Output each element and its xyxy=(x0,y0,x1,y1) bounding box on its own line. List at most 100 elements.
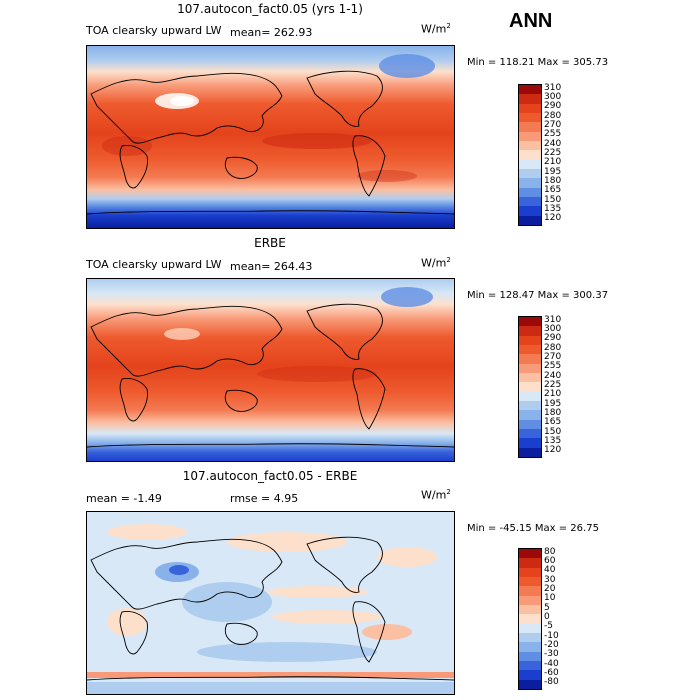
colorbar-tick-label: -5 xyxy=(544,621,553,632)
panel3-rmse: rmse = 4.95 xyxy=(230,492,299,505)
panel2-coastlines xyxy=(87,303,454,448)
colorbar-tick-label: 280 xyxy=(544,110,562,121)
panel3-map xyxy=(86,511,455,695)
colorbar-swatch xyxy=(519,113,541,123)
colorbar-tick-label: 290 xyxy=(544,333,562,344)
colorbar-tick-label: 5 xyxy=(544,602,550,613)
colorbar-swatch xyxy=(519,567,541,578)
colorbar-tick-label: -60 xyxy=(544,668,559,678)
colorbar-swatch xyxy=(519,661,541,671)
colorbar-tick-label: 165 xyxy=(544,417,562,428)
colorbar-swatch xyxy=(519,326,541,337)
colorbar-swatch xyxy=(519,122,541,133)
panel2-map xyxy=(86,278,455,462)
colorbar-tick-label: 80 xyxy=(544,546,556,557)
colorbar-swatch xyxy=(519,187,541,198)
colorbar-swatch xyxy=(519,549,541,559)
colorbar-tick-label: -10 xyxy=(544,630,559,641)
colorbar-tick-label: 120 xyxy=(544,213,562,224)
colorbar-tick-label: 10 xyxy=(544,593,556,604)
colorbar-swatch xyxy=(519,605,541,615)
colorbar-swatch xyxy=(519,382,541,393)
panel1-colorbar xyxy=(518,84,542,226)
colorbar-swatch xyxy=(519,206,541,217)
panel3-units: W/m2 xyxy=(421,488,451,502)
colorbar-tick-label: 270 xyxy=(544,352,562,362)
colorbar-swatch xyxy=(519,131,541,142)
colorbar-tick-label: 270 xyxy=(544,120,562,130)
colorbar-swatch xyxy=(519,633,541,643)
colorbar-swatch xyxy=(519,373,541,383)
colorbar-tick-label: 60 xyxy=(544,556,556,566)
colorbar-swatch xyxy=(519,558,541,569)
season-label: ANN xyxy=(509,10,553,32)
panel2-title: ERBE xyxy=(254,236,286,250)
panel1-map xyxy=(86,45,455,229)
colorbar-swatch xyxy=(519,178,541,189)
panel2-minmax: Min = 128.47 Max = 300.37 xyxy=(467,290,609,301)
colorbar-tick-label: 150 xyxy=(544,194,562,205)
colorbar-swatch xyxy=(519,363,541,374)
colorbar-tick-label: 135 xyxy=(544,436,562,446)
colorbar-swatch xyxy=(519,103,541,114)
colorbar-swatch xyxy=(519,586,541,597)
colorbar-tick-label: -80 xyxy=(544,677,559,688)
colorbar-swatch xyxy=(519,317,541,327)
colorbar-tick-label: 255 xyxy=(544,361,562,372)
colorbar-tick-label: 135 xyxy=(544,204,562,214)
panel1-minmax: Min = 118.21 Max = 305.73 xyxy=(467,57,609,68)
colorbar-swatch xyxy=(519,577,541,587)
colorbar-swatch xyxy=(519,670,541,681)
colorbar-swatch xyxy=(519,197,541,207)
colorbar-swatch xyxy=(519,141,541,151)
colorbar-tick-label: 150 xyxy=(544,426,562,437)
colorbar-tick-label: 210 xyxy=(544,157,562,168)
colorbar-tick-label: -40 xyxy=(544,658,559,669)
colorbar-tick-label: 180 xyxy=(544,176,562,186)
colorbar-swatch xyxy=(519,391,541,402)
colorbar-tick-label: 310 xyxy=(544,314,562,325)
colorbar-swatch xyxy=(519,438,541,449)
panel3-mean: mean = -1.49 xyxy=(86,492,162,505)
colorbar-tick-label: 180 xyxy=(544,408,562,418)
panel1-subtitle: TOA clearsky upward LW xyxy=(86,24,222,37)
colorbar-swatch xyxy=(519,679,541,690)
colorbar-tick-label: 120 xyxy=(544,445,562,456)
colorbar-swatch xyxy=(519,595,541,606)
colorbar-swatch xyxy=(519,429,541,439)
colorbar-swatch xyxy=(519,642,541,653)
colorbar-swatch xyxy=(519,85,541,95)
colorbar-swatch xyxy=(519,354,541,365)
colorbar-swatch xyxy=(519,169,541,179)
colorbar-tick-label: 255 xyxy=(544,129,562,140)
colorbar-tick-label: 240 xyxy=(544,370,562,381)
colorbar-swatch xyxy=(519,345,541,355)
panel2-field xyxy=(87,279,454,461)
colorbar-tick-label: 225 xyxy=(544,380,562,390)
colorbar-swatch xyxy=(519,614,541,625)
colorbar-swatch xyxy=(519,215,541,226)
colorbar-swatch xyxy=(519,419,541,430)
colorbar-swatch xyxy=(519,401,541,411)
colorbar-swatch xyxy=(519,335,541,346)
colorbar-tick-label: 20 xyxy=(544,584,556,594)
panel3-coastlines xyxy=(87,536,454,681)
panel1-mean: mean= 262.93 xyxy=(230,26,313,39)
panel3-colorbar xyxy=(518,548,542,690)
panel2-units: W/m2 xyxy=(421,256,451,270)
colorbar-swatch xyxy=(519,447,541,458)
panel3-title: 107.autocon_fact0.05 - ERBE xyxy=(182,469,358,483)
colorbar-swatch xyxy=(519,651,541,662)
colorbar-tick-label: 225 xyxy=(544,148,562,158)
colorbar-tick-label: 195 xyxy=(544,398,562,409)
panel1-title: 107.autocon_fact0.05 (yrs 1-1) xyxy=(177,2,363,16)
colorbar-tick-label: 310 xyxy=(544,82,562,93)
colorbar-tick-label: -30 xyxy=(544,649,559,660)
colorbar-tick-label: 290 xyxy=(544,101,562,112)
colorbar-tick-label: -20 xyxy=(544,640,559,650)
panel3-minmax: Min = -45.15 Max = 26.75 xyxy=(467,523,599,534)
panel1-field xyxy=(87,46,454,228)
colorbar-tick-label: 210 xyxy=(544,389,562,400)
panel1-coastlines xyxy=(87,70,454,215)
colorbar-swatch xyxy=(519,94,541,105)
